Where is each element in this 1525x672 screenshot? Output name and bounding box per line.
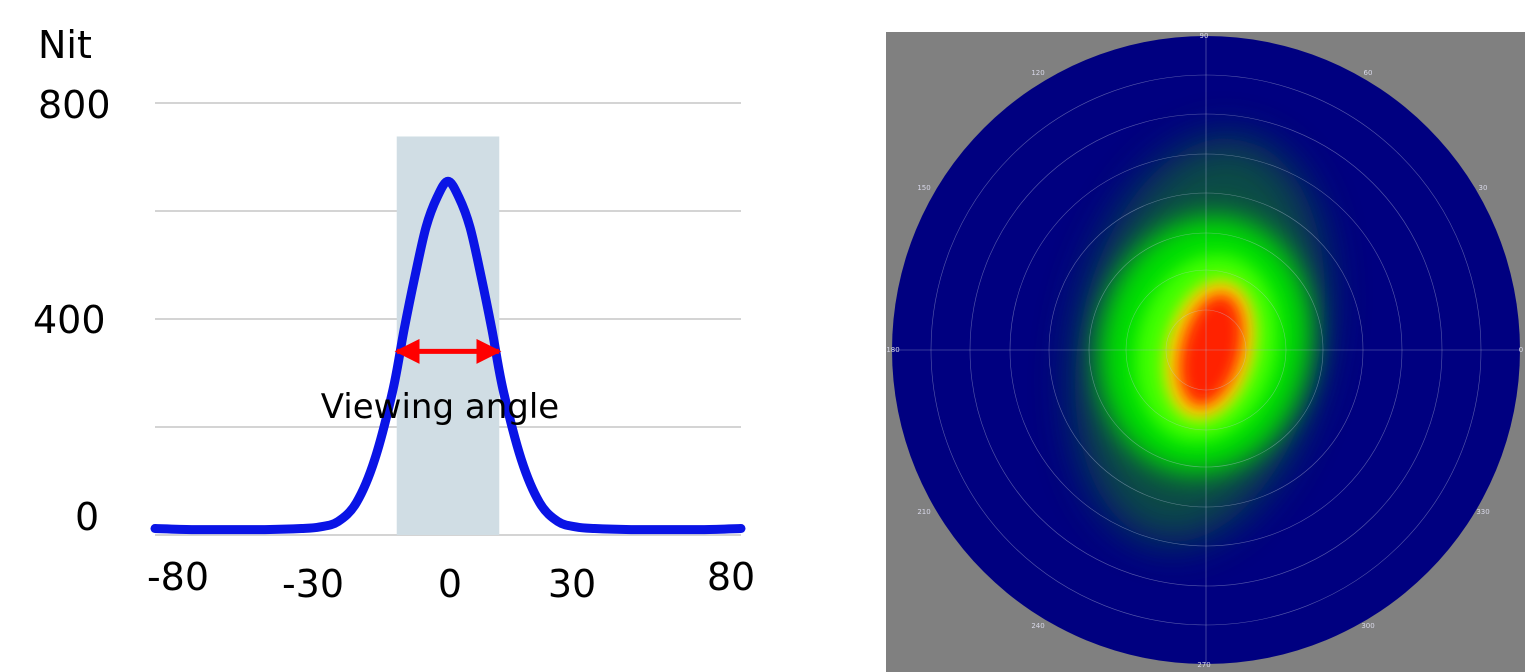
y-tick-labels: 800 400 0 [33, 83, 111, 539]
x-tick-label: 30 [548, 562, 596, 606]
y-tick-label: 0 [75, 495, 99, 539]
x-tick-label: 0 [438, 562, 462, 606]
polar-angle-labels: 90 120 60 150 30 180 0 210 330 240 300 270 [886, 32, 1523, 669]
x-tick-labels: -80 -30 0 30 80 [147, 555, 755, 606]
viewing-angle-label: Viewing angle [321, 387, 559, 427]
y-axis-label: Nit [38, 23, 92, 67]
polar-angle-label: 330 [1476, 508, 1489, 516]
polar-angle-label: 30 [1479, 184, 1488, 192]
polar-angle-label: 180 [886, 346, 899, 354]
x-tick-label: -80 [147, 555, 209, 599]
polar-heatmap: 90 120 60 150 30 180 0 210 330 240 300 270 [886, 32, 1525, 672]
polar-angle-label: 240 [1031, 622, 1044, 630]
polar-angle-label: 210 [917, 508, 930, 516]
polar-angle-label: 90 [1200, 32, 1209, 40]
polar-angle-label: 150 [917, 184, 930, 192]
heat-blobs [1075, 137, 1325, 543]
y-tick-label: 800 [38, 83, 111, 127]
x-tick-label: 80 [707, 555, 755, 599]
viewing-angle-band [396, 136, 500, 536]
polar-angle-label: 300 [1361, 622, 1374, 630]
curve-points [154, 181, 742, 530]
y-tick-label: 400 [33, 298, 106, 342]
line-chart: Nit 800 400 0 -80 -30 0 30 80 Viewing angle [33, 23, 755, 606]
polar-angle-label: 0 [1519, 346, 1523, 354]
polar-angle-label: 270 [1197, 661, 1210, 669]
polar-angle-label: 120 [1031, 69, 1044, 77]
polar-angle-label: 60 [1364, 69, 1373, 77]
x-tick-label: -30 [282, 562, 344, 606]
